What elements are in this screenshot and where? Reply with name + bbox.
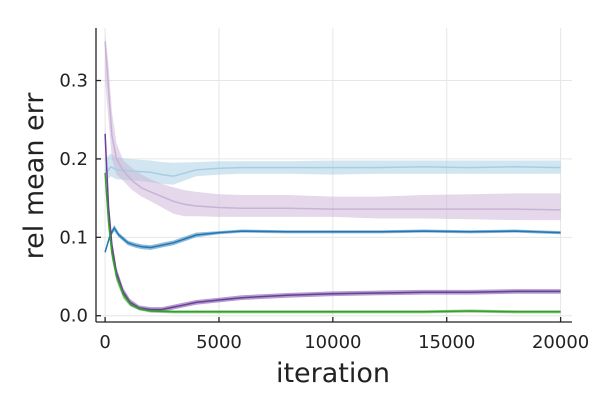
y-tick-label-0: 0.0 xyxy=(59,306,88,327)
x-tick-label-1: 5000 xyxy=(196,332,242,353)
tick-labels: 0 5000 10000 15000 20000 0.0 0.1 0.2 0.3 xyxy=(59,71,589,353)
axes xyxy=(95,28,572,323)
y-tick-label-2: 0.2 xyxy=(59,149,88,170)
series-lines xyxy=(104,41,561,313)
series-0-line xyxy=(104,166,561,177)
grid-lines xyxy=(96,28,572,322)
series-4-line xyxy=(104,172,561,313)
y-tick-label-1: 0.1 xyxy=(59,227,88,248)
series-1-line xyxy=(104,41,561,211)
series-0-band xyxy=(105,153,561,185)
series-3-band xyxy=(105,129,561,312)
x-tick-label-2: 10000 xyxy=(304,332,361,353)
x-tick-label-4: 20000 xyxy=(532,332,589,353)
series-2-line xyxy=(104,227,561,253)
x-tick-label-3: 15000 xyxy=(418,332,475,353)
y-tick-label-3: 0.3 xyxy=(59,71,88,92)
y-axis-label: rel mean err xyxy=(19,92,50,260)
series-1-band xyxy=(105,33,561,221)
x-axis-label: iteration xyxy=(276,358,390,389)
x-tick-label-0: 0 xyxy=(99,332,110,353)
series-3-line xyxy=(104,133,561,311)
